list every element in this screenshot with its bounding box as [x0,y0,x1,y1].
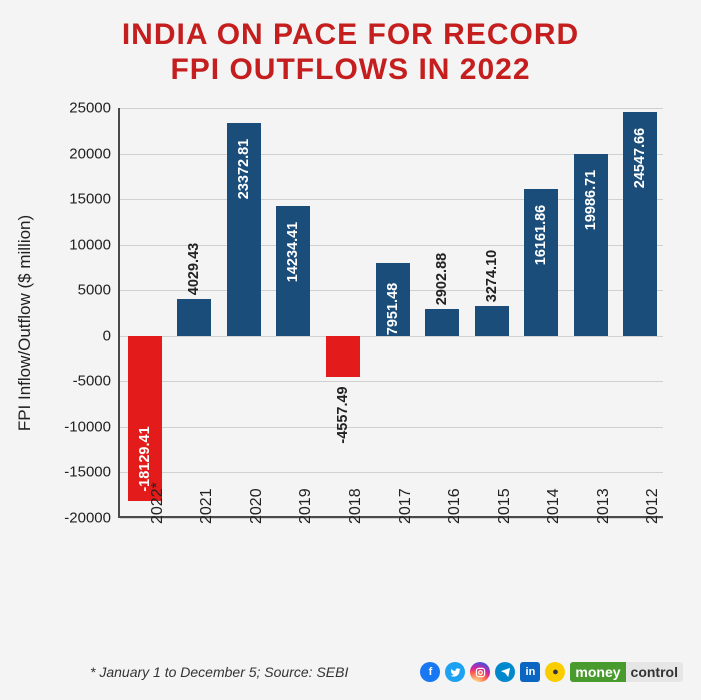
y-tick-label: 20000 [51,145,111,162]
x-tick-label: 2016 [446,488,464,524]
bar-chart: FPI Inflow/Outflow ($ million) -18129.41… [93,108,663,580]
bar-value-label: 3274.10 [484,231,500,321]
title-line-2: FPI OUTFLOWS IN 2022 [170,53,530,86]
y-axis-label: FPI Inflow/Outflow ($ million) [15,215,35,431]
x-tick-label: 2022* [149,482,167,524]
title-line-1: INDIA ON PACE FOR RECORD [122,18,579,51]
linkedin-icon[interactable]: in [520,662,540,682]
twitter-icon[interactable] [445,662,465,682]
x-tick-label: 2021 [198,488,216,524]
y-tick-label: 15000 [51,191,111,208]
plot-area: -18129.414029.4323372.8114234.41-4557.49… [118,108,663,518]
telegram-icon[interactable] [495,662,515,682]
bar-value-label: 23372.81 [236,124,252,214]
bar-value-label: -4557.49 [335,370,351,460]
instagram-icon[interactable] [470,662,490,682]
x-tick-label: 2019 [297,488,315,524]
y-tick-label: 0 [51,327,111,344]
bar-value-label: 7951.48 [385,264,401,354]
y-tick-label: -20000 [51,510,111,527]
y-tick-label: -10000 [51,418,111,435]
x-tick-label: 2012 [644,488,662,524]
bar-value-label: 19986.71 [583,155,599,245]
y-tick-label: 10000 [51,236,111,253]
brand-control: control [626,662,683,682]
grid-line [120,381,663,382]
social-icons: f in ● moneycontrol [420,662,683,682]
x-tick-label: 2017 [397,488,415,524]
y-tick-label: -5000 [51,373,111,390]
koo-icon[interactable]: ● [545,662,565,682]
bar-value-label: 14234.41 [285,207,301,297]
x-tick-label: 2013 [595,488,613,524]
grid-line [120,427,663,428]
bar-value-label: 16161.86 [533,190,549,280]
bar-value-label: 2902.88 [434,234,450,324]
moneycontrol-logo[interactable]: moneycontrol [570,662,683,682]
grid-line [120,108,663,109]
x-tick-label: 2018 [347,488,365,524]
x-tick-label: 2015 [496,488,514,524]
bar-value-label: 24547.66 [632,113,648,203]
y-tick-label: -15000 [51,464,111,481]
bar-value-label: 4029.43 [186,224,202,314]
footer: * January 1 to December 5; Source: SEBI … [90,662,683,682]
y-tick-label: 25000 [51,100,111,117]
brand-money: money [570,662,625,682]
x-tick-label: 2014 [545,488,563,524]
footnote: * January 1 to December 5; Source: SEBI [90,664,348,680]
y-tick-label: 5000 [51,282,111,299]
facebook-icon[interactable]: f [420,662,440,682]
x-tick-label: 2020 [248,488,266,524]
grid-line [120,472,663,473]
chart-title: INDIA ON PACE FOR RECORD FPI OUTFLOWS IN… [0,0,701,87]
